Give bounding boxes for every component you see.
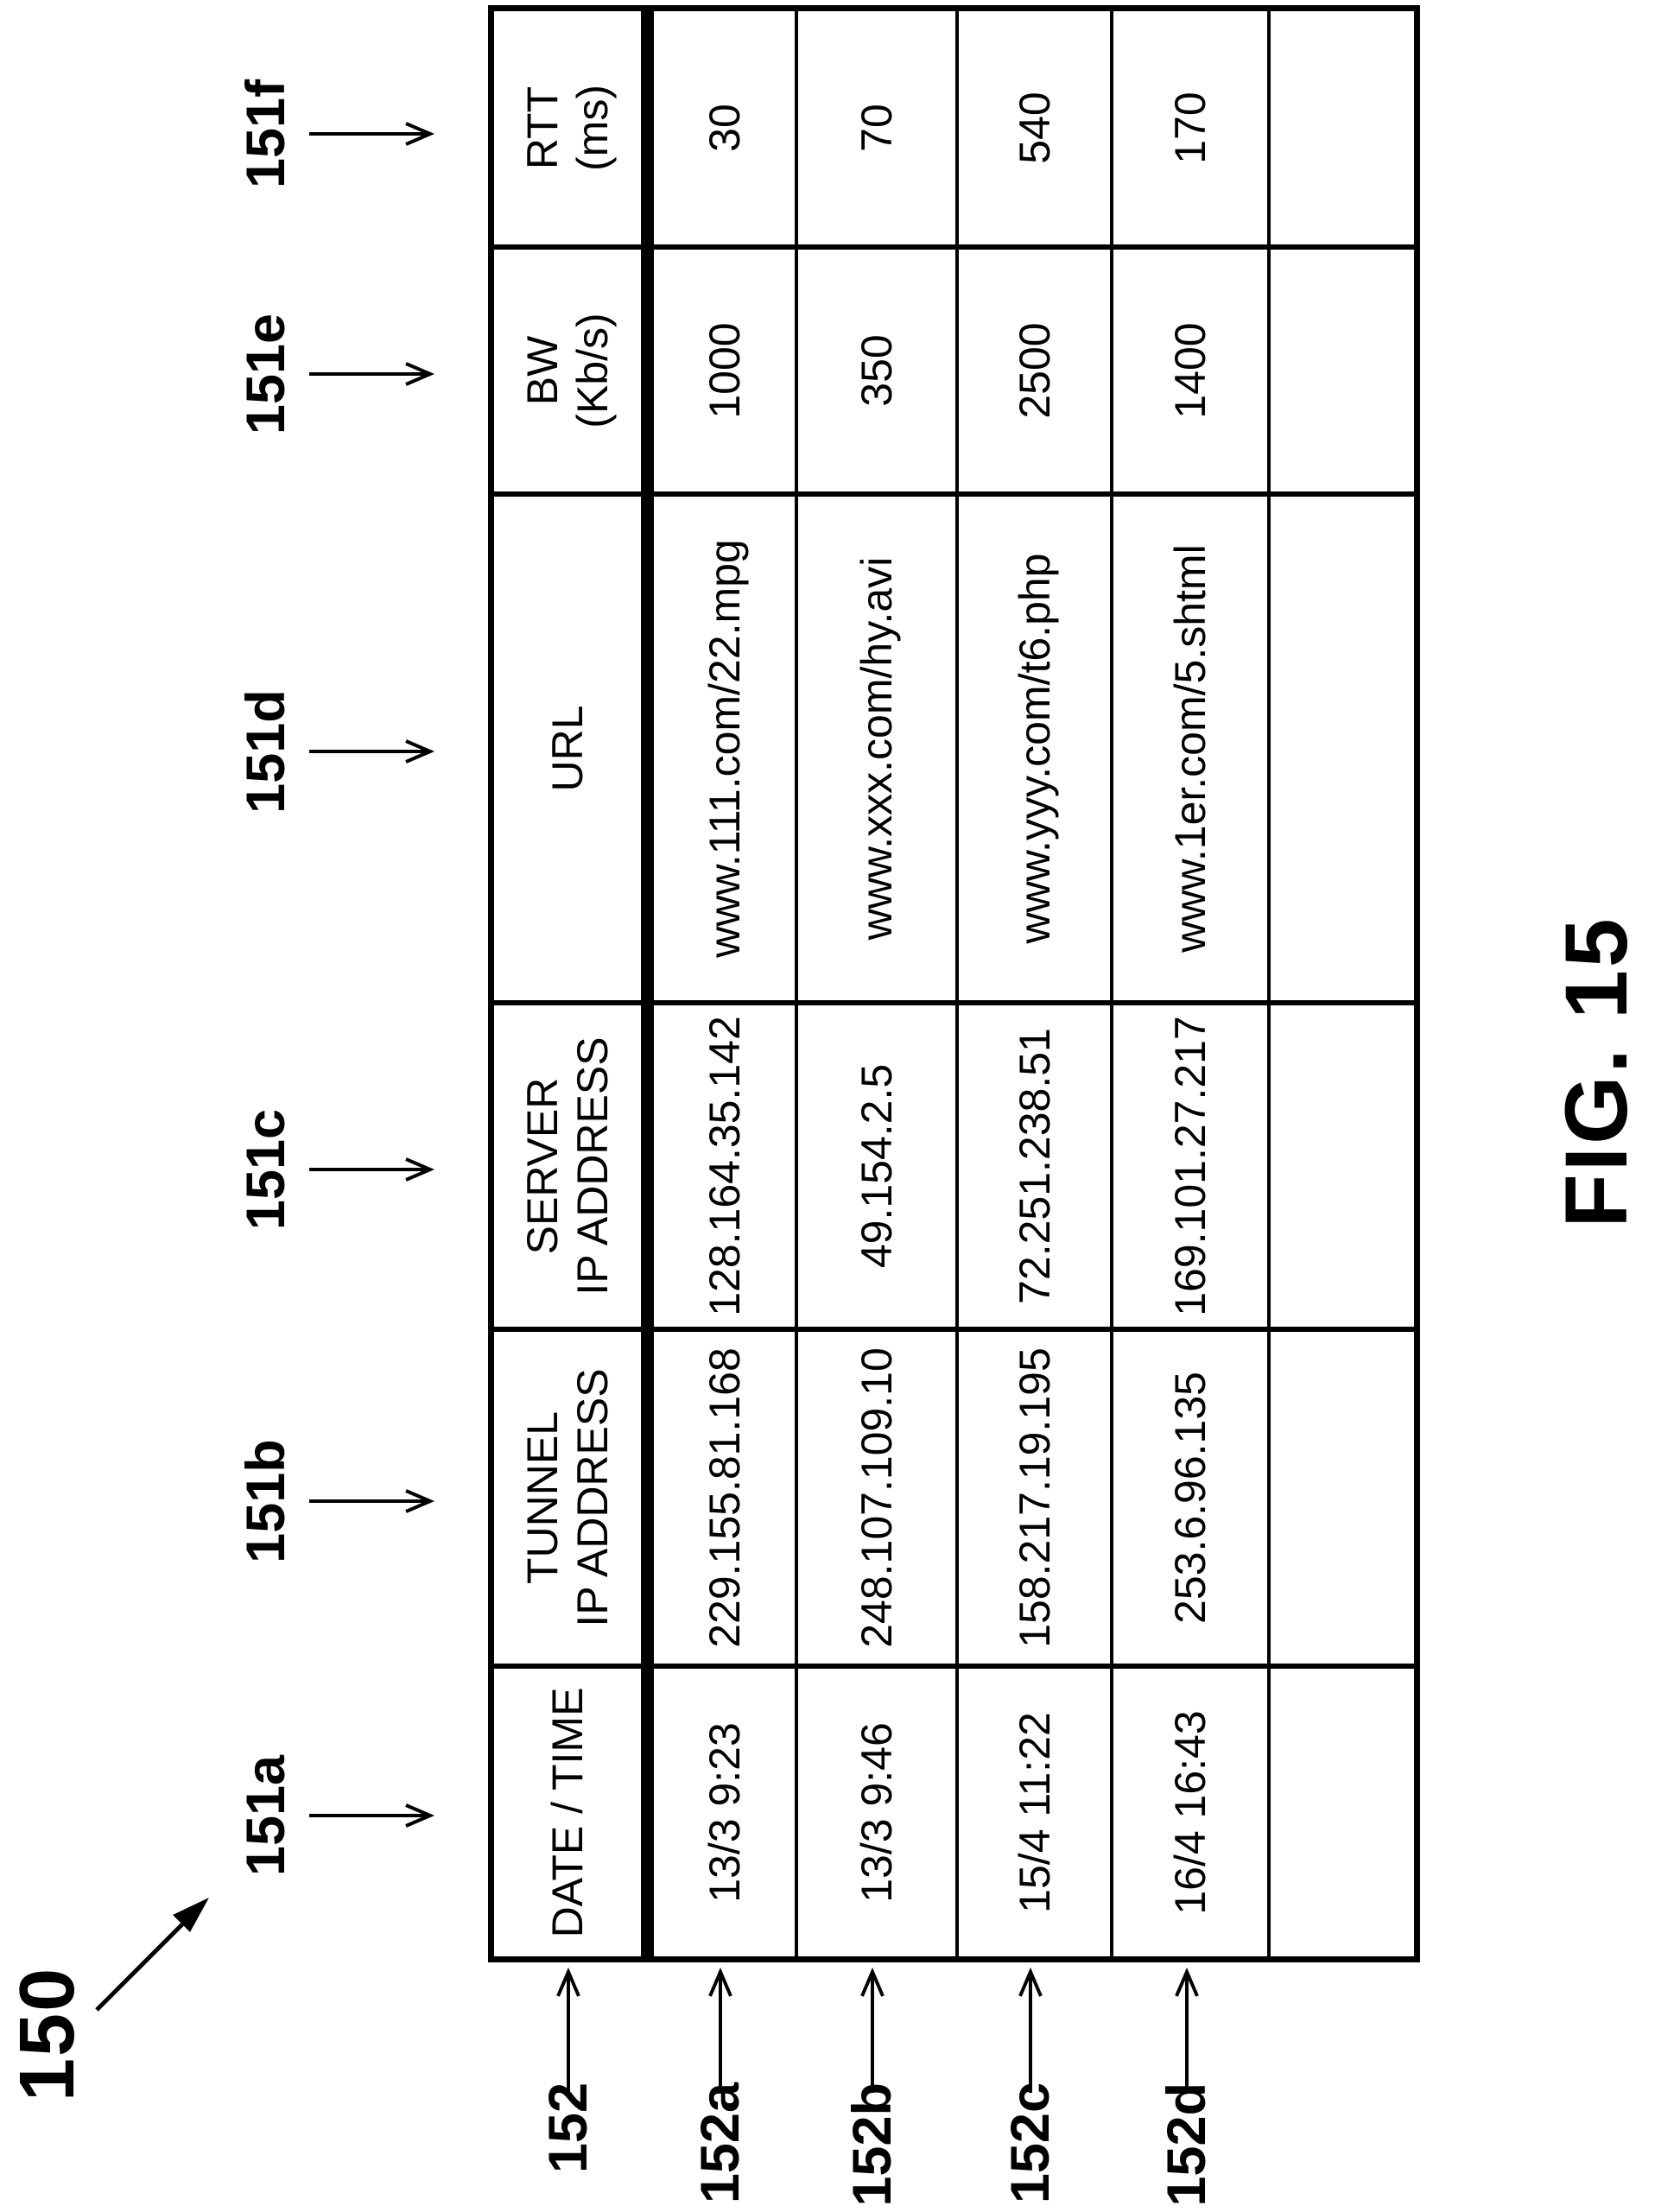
table-cell-empty	[1271, 244, 1414, 491]
header-bw: BW (Kb/s)	[494, 244, 654, 491]
table-cell: www.1er.com/5.shtml	[1113, 491, 1271, 1000]
figure-ref-number: 150	[4, 1966, 91, 2101]
table-cell: 72.251.238.51	[959, 1000, 1113, 1327]
table-cell: 128.164.35.142	[654, 1000, 798, 1327]
table-cell: 13/3 9:46	[798, 1664, 959, 1956]
table-cell: 1000	[654, 244, 798, 491]
table-cell: 253.6.96.135	[1113, 1327, 1271, 1664]
figure-caption: FIG. 15	[1547, 916, 1645, 1228]
header-rtt: RTT (ms)	[494, 11, 654, 244]
table-cell-empty	[1271, 1327, 1414, 1664]
row-arrow-152d-icon	[1174, 1963, 1200, 2093]
table-cell: www.xxx.com/hy.avi	[798, 491, 959, 1000]
table-cell: 158.217.19.195	[959, 1327, 1113, 1664]
column-label-151b: 151b	[236, 1439, 296, 1563]
row-arrow-152c-icon	[1018, 1963, 1043, 2093]
row-arrow-152-icon	[555, 1963, 581, 2093]
history-table: DATE / TIME TUNNEL IP ADDRESS SERVER IP AD…	[488, 5, 1420, 1962]
column-label-151c: 151c	[236, 1108, 296, 1231]
header-date-time: DATE / TIME	[494, 1664, 654, 1956]
table-cell: 540	[959, 11, 1113, 244]
table-cell-empty	[1271, 11, 1414, 244]
table-cell: 169.101.27.217	[1113, 1000, 1271, 1327]
header-server-ip: SERVER IP ADDRESS	[494, 1000, 654, 1327]
table-cell: 13/3 9:23	[654, 1664, 798, 1956]
column-arrow-151f-icon	[309, 121, 439, 147]
table-cell-empty	[1271, 491, 1414, 1000]
table-cell: 1400	[1113, 244, 1271, 491]
table-cell-empty	[1271, 1000, 1414, 1327]
column-label-151e: 151e	[236, 313, 296, 435]
row-arrow-152b-icon	[859, 1963, 885, 2093]
table-cell: 170	[1113, 11, 1271, 244]
row-label-152d: 152d	[1157, 2082, 1217, 2207]
header-tunnel-ip: TUNNEL IP ADDRESS	[494, 1327, 654, 1664]
column-label-151f: 151f	[236, 79, 296, 189]
column-arrow-151b-icon	[309, 1488, 439, 1514]
column-arrow-151a-icon	[309, 1803, 439, 1829]
table-cell: 16/4 16:43	[1113, 1664, 1271, 1956]
table-cell: 229.155.81.168	[654, 1327, 798, 1664]
table-cell: 2500	[959, 244, 1113, 491]
table-cell: www.yyy.com/t6.php	[959, 491, 1113, 1000]
column-arrow-151c-icon	[309, 1157, 439, 1182]
row-label-152: 152	[538, 2082, 599, 2174]
row-arrow-152a-icon	[707, 1963, 733, 2093]
table-cell: 30	[654, 11, 798, 244]
row-label-152c: 152c	[1000, 2082, 1061, 2204]
column-label-151d: 151d	[236, 689, 296, 814]
column-label-151a: 151a	[236, 1754, 296, 1877]
row-label-152a: 152a	[690, 2082, 751, 2204]
table-cell: 70	[798, 11, 959, 244]
row-label-152b: 152b	[842, 2082, 903, 2207]
table-cell: 248.107.109.10	[798, 1327, 959, 1664]
table-cell: 15/4 11:22	[959, 1664, 1113, 1956]
column-arrow-151d-icon	[309, 738, 439, 764]
table-cell: 49.154.2.5	[798, 1000, 959, 1327]
header-url: URL	[494, 491, 654, 1000]
table-cell: 350	[798, 244, 959, 491]
ref-150-arrow-icon	[85, 1873, 227, 2020]
column-arrow-151e-icon	[309, 361, 439, 387]
table-cell-empty	[1271, 1664, 1414, 1956]
table-cell: www.111.com/22.mpg	[654, 491, 798, 1000]
